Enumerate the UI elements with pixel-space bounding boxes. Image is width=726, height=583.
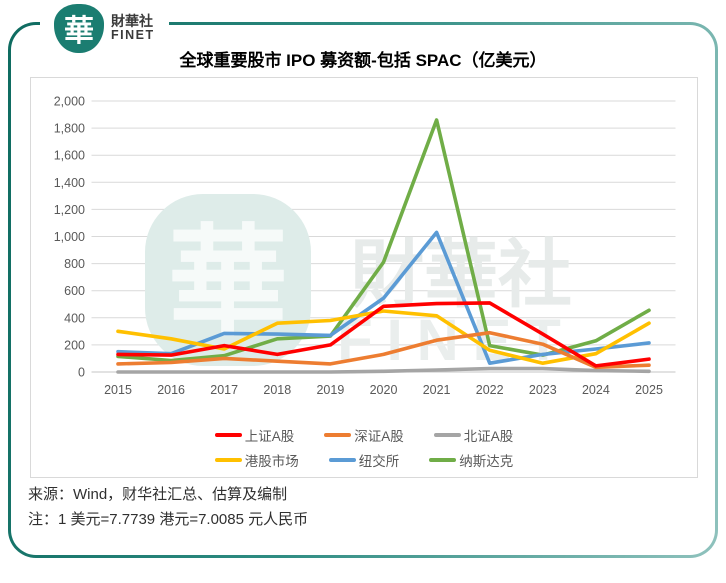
chart-card: 0 200 400 600 800 1,000 1,200 1,400 1,600 1,800 2,… xyxy=(30,77,698,478)
y-tick-label: 1,600 xyxy=(54,149,85,163)
legend-marker-icon xyxy=(429,458,457,462)
y-tick-label: 400 xyxy=(64,311,85,325)
x-tick-label: 2017 xyxy=(210,383,238,397)
finet-logo-icon: 華 xyxy=(54,3,104,53)
legend-marker-icon xyxy=(328,458,356,462)
legend-marker-icon xyxy=(214,458,242,462)
x-tick-label: 2018 xyxy=(263,383,291,397)
y-tick-label: 600 xyxy=(64,284,85,298)
series-line-港股市场 xyxy=(116,309,651,366)
x-tick-label: 2024 xyxy=(582,383,610,397)
x-tick-label: 2016 xyxy=(157,383,185,397)
chart-title: 全球重要股市 IPO 募资额-包括 SPAC（亿美元） xyxy=(179,51,547,70)
legend-label: 纳斯达克 xyxy=(459,454,514,469)
legend-item-北证A股: 北证A股 xyxy=(433,425,514,445)
x-tick-label: 2020 xyxy=(370,383,398,397)
legend-item-深证A股: 深证A股 xyxy=(324,425,404,445)
y-tick-label: 1,000 xyxy=(54,230,85,244)
series-line-上证A股 xyxy=(116,301,651,368)
x-tick-label: 2023 xyxy=(529,383,557,397)
legend-row: 上证A股 深证A股 北证A股 xyxy=(214,425,514,445)
legend-item-纽交所: 纽交所 xyxy=(328,450,400,470)
brand-logo: 華 財華社 FINET xyxy=(40,0,169,56)
brand-text: 財華社 FINET xyxy=(111,14,155,42)
chart-plot: 0 200 400 600 800 1,000 1,200 1,400 1,600 1,800 2,… xyxy=(54,95,676,397)
x-tick-label: 2019 xyxy=(316,383,344,397)
x-tick-label: 2025 xyxy=(635,383,663,397)
watermark-glyph: 華 xyxy=(168,216,288,350)
legend-item-上证A股: 上证A股 xyxy=(214,425,295,445)
legend-label: 港股市场 xyxy=(244,454,299,469)
x-tick-label: 2021 xyxy=(423,383,451,397)
legend-item-纳斯达克: 纳斯达克 xyxy=(429,450,513,470)
series-line-深证A股 xyxy=(116,330,651,370)
legend-label: 深证A股 xyxy=(354,429,404,444)
note-text: 注：1 美元=7.7739 港元=7.0085 元人民币 xyxy=(28,511,309,528)
x-tick-label: 2015 xyxy=(104,383,132,397)
legend-label: 上证A股 xyxy=(244,429,295,444)
legend-item-港股市场: 港股市场 xyxy=(214,450,299,470)
legend-marker-icon xyxy=(214,433,242,437)
legend-label: 纽交所 xyxy=(358,454,400,469)
y-tick-label: 800 xyxy=(64,257,85,271)
logo-glyph: 華 xyxy=(64,15,94,48)
y-tick-label: 0 xyxy=(78,366,85,380)
legend-label: 北证A股 xyxy=(463,429,514,444)
series-line-北证A股 xyxy=(116,366,651,374)
legend-row: 港股市场 纽交所 纳斯达克 xyxy=(214,450,513,470)
y-tick-label: 1,800 xyxy=(54,122,85,136)
brand-name-en: FINET xyxy=(111,27,155,42)
brand-name-cn: 財華社 xyxy=(111,13,153,30)
y-tick-label: 200 xyxy=(64,338,85,352)
legend-marker-icon xyxy=(324,433,352,437)
watermark-logo-icon xyxy=(145,194,311,366)
y-tick-label: 1,200 xyxy=(54,203,85,217)
y-tick-label: 2,000 xyxy=(54,95,85,109)
legend-marker-icon xyxy=(433,433,461,437)
x-tick-label: 2022 xyxy=(476,383,504,397)
chart-legend: 上证A股 深证A股 北证A股港股市场 纽交所 纳斯达克 xyxy=(31,425,697,470)
source-text: 来源：Wind，财华社汇总、估算及编制 xyxy=(28,486,288,503)
y-tick-label: 1,400 xyxy=(54,176,85,190)
